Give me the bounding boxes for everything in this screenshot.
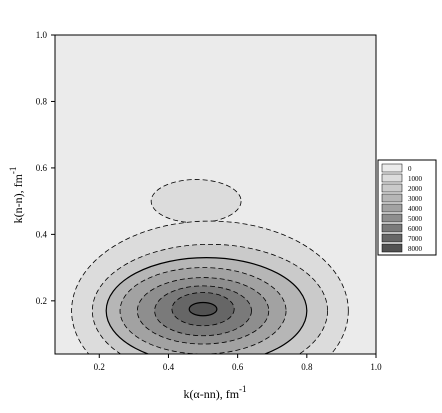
legend-swatch bbox=[381, 193, 403, 203]
plot-area bbox=[55, 35, 376, 354]
x-tick-label: 0.8 bbox=[301, 362, 313, 372]
legend-label: 3000 bbox=[408, 195, 423, 203]
x-tick-label: 0.6 bbox=[232, 362, 244, 372]
legend-label: 4000 bbox=[408, 205, 423, 213]
legend-label: 5000 bbox=[408, 215, 423, 223]
legend-swatch bbox=[381, 233, 403, 243]
plot-frame bbox=[54, 34, 377, 355]
legend-swatch bbox=[381, 203, 403, 213]
contour bbox=[188, 301, 218, 317]
legend-label: 2000 bbox=[408, 185, 423, 193]
x-tick-label: 0.4 bbox=[163, 362, 175, 372]
legend-label: 8000 bbox=[408, 245, 423, 253]
y-tick-label: 0.8 bbox=[36, 96, 48, 106]
y-tick-label: 0.4 bbox=[36, 229, 48, 239]
x-label-sup: -1 bbox=[239, 384, 247, 394]
legend-swatch bbox=[381, 163, 403, 173]
legend-label: 0 bbox=[408, 165, 412, 173]
legend-swatch bbox=[381, 243, 403, 253]
x-axis-label: k(α-nn), fm-1 bbox=[183, 384, 246, 401]
legend-swatch bbox=[381, 213, 403, 223]
y-label-sup: -1 bbox=[8, 167, 18, 175]
x-tick-label: 0.2 bbox=[94, 362, 105, 372]
x-label-text: k(α-nn), fm bbox=[183, 387, 239, 401]
contour bbox=[150, 179, 242, 224]
legend-swatch bbox=[381, 223, 403, 233]
y-tick-label: 0.6 bbox=[36, 163, 48, 173]
legend-label: 6000 bbox=[408, 225, 423, 233]
y-label-text: k(n-n), fm bbox=[11, 173, 25, 223]
legend-swatch bbox=[381, 173, 403, 183]
legend-label: 7000 bbox=[408, 235, 423, 243]
legend-swatch bbox=[381, 183, 403, 193]
x-tick-label: 1.0 bbox=[370, 362, 382, 372]
y-tick-label: 0.2 bbox=[36, 296, 47, 306]
y-axis-label: k(n-n), fm-1 bbox=[8, 167, 25, 224]
y-tick-label: 1.0 bbox=[36, 30, 48, 40]
legend-label: 1000 bbox=[408, 175, 423, 183]
